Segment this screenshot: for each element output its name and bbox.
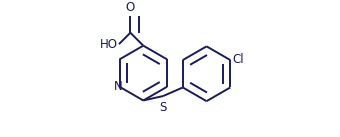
Text: HO: HO — [100, 38, 118, 51]
Text: Cl: Cl — [232, 53, 243, 66]
Text: O: O — [126, 2, 135, 15]
Text: N: N — [114, 80, 122, 93]
Text: S: S — [159, 101, 167, 114]
